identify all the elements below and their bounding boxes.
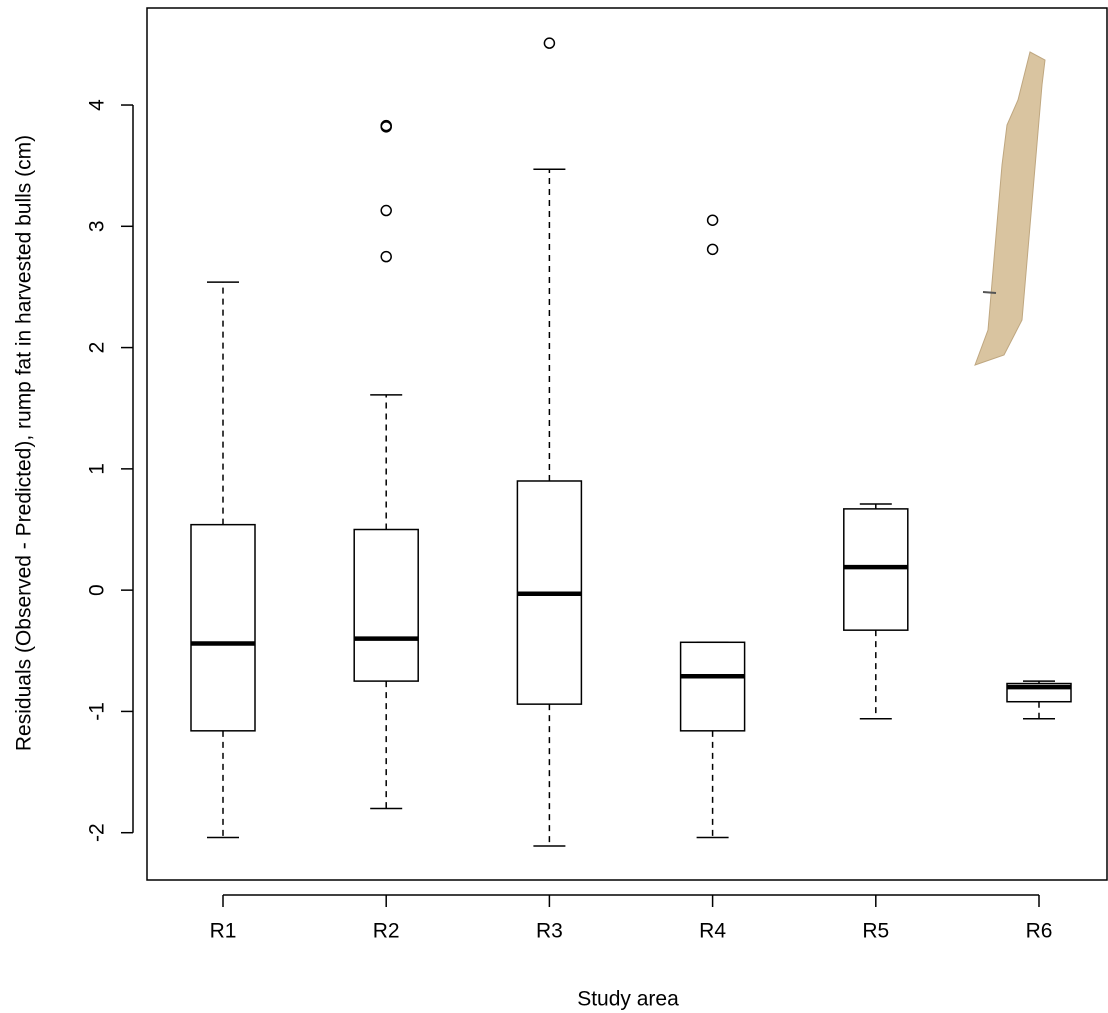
y-tick-label: 4 [86, 99, 109, 111]
outlier [380, 204, 392, 217]
x-tick-label: R5 [862, 920, 889, 943]
y-tick-label: 0 [86, 584, 109, 596]
y-tick-label: -2 [86, 823, 109, 842]
box [679, 641, 746, 732]
y-tick-label: -1 [86, 702, 109, 721]
outlier [706, 214, 719, 226]
y-tick-label: 1 [86, 463, 109, 475]
skewer-image [974, 51, 1046, 366]
x-tick-label: R2 [373, 920, 400, 943]
outlier [706, 243, 719, 256]
outlier [380, 119, 392, 132]
x-tick-label: R1 [210, 920, 237, 943]
box [190, 523, 256, 732]
box [843, 508, 909, 631]
outlier [380, 250, 392, 263]
x-axis-title: Study area [577, 988, 679, 1011]
box [353, 528, 419, 682]
x-tick-label: R6 [1026, 920, 1053, 943]
y-axis-title: Residuals (Observed - Predicted), rump f… [13, 135, 36, 751]
y-tick-label: 2 [86, 342, 109, 354]
x-tick-label: R4 [699, 920, 726, 943]
y-tick-label: 3 [86, 220, 109, 232]
plot-frame [146, 7, 1108, 881]
x-tick-label: R3 [536, 920, 563, 943]
outlier [543, 37, 556, 49]
